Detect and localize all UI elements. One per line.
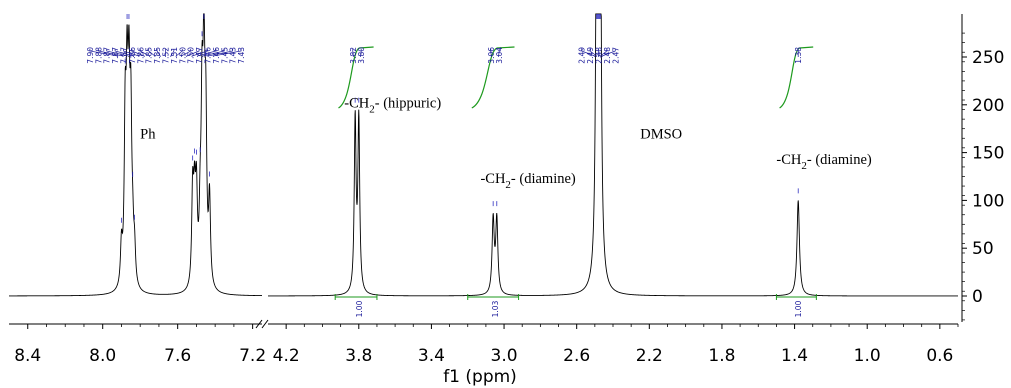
spectrum-trace-segment-2 (268, 13, 958, 297)
peak-label-connector (498, 49, 500, 57)
x-tick-label: 1.0 (854, 346, 881, 366)
peak-annotation-4: DMSO (640, 126, 682, 142)
x-axis: 8.4 8.0 7.6 7.2 4.2 3.8 3.4 3.0 2.6 2.2 1.8 1.4 1.0 0… (9, 319, 959, 366)
peak-shift-label: 7.51 (170, 47, 179, 64)
peak-label-connector (170, 49, 175, 57)
peak-shift-label: 7.45 (220, 47, 229, 64)
x-tick-label: 8.4 (14, 346, 41, 366)
peak-label-connector (89, 49, 119, 57)
x-tick-label: 7.6 (164, 346, 191, 366)
spectrum-layer (9, 13, 958, 297)
peak-label-connector (106, 49, 129, 57)
peak-shift-label: 2.49 (586, 47, 595, 64)
integral-curve-1 (338, 46, 374, 109)
peak-label-connector (156, 49, 161, 57)
peak-shift-label: 7.43 (237, 47, 246, 64)
peak-label-connector (601, 49, 616, 57)
peak-shift-label: 2.48 (603, 47, 612, 64)
peak-label-connector (352, 49, 354, 57)
peak-shift-label: 7.87 (111, 47, 120, 64)
integral-value-1: 1.00 (355, 300, 364, 317)
x-axis-title: f1 (ppm) (443, 367, 517, 387)
y-tick-label: 50 (972, 239, 994, 259)
peak-label-connector (114, 49, 134, 57)
peak-shift-label: 3.80 (357, 47, 366, 64)
peak-shift-label: 1.38 (794, 47, 803, 64)
x-tick-label: 2.6 (563, 346, 590, 366)
peak-label-connector (139, 49, 150, 57)
x-tick-label: 1.8 (708, 346, 735, 366)
axis-break-mark (255, 319, 263, 329)
peak-label-connector (589, 49, 598, 57)
peak-label-connector (196, 49, 217, 57)
peak-shift-label: 7.86 (128, 47, 137, 64)
x-tick-label: 4.2 (273, 346, 300, 366)
integral-curve-2 (471, 46, 515, 109)
integral-layer: 1.00 1.03 1.00 (334, 46, 817, 317)
peak-shift-label: 7.90 (86, 47, 95, 64)
peak-shift-label: 7.86 (136, 47, 145, 64)
peak-shift-label: 7.52 (161, 47, 170, 64)
axis-break-mark (261, 319, 269, 329)
integral-curve-3 (779, 46, 814, 109)
annotation-layer: Ph -CH2- (hippuric) -CH2- (diamine) DMSO -CH… (140, 96, 872, 192)
peak-shift-label: 7.88 (94, 47, 103, 64)
peak-label-connector (181, 49, 192, 57)
x-tick-label: 3.8 (345, 346, 372, 366)
peak-label-connector (212, 49, 242, 57)
peak-annotation-5: -CH2- (diamine) (776, 152, 871, 172)
peak-label-connector (490, 49, 492, 57)
x-tick-label: 3.0 (491, 346, 518, 366)
integral-value-2: 1.03 (491, 300, 500, 317)
x-tick-label: 2.2 (636, 346, 663, 366)
peak-shift-label: 7.85 (153, 47, 162, 64)
peak-label-connector (360, 49, 362, 57)
peak-label-connector (202, 49, 225, 57)
peak-label-connector (97, 49, 124, 57)
y-tick-label: 0 (972, 287, 983, 307)
y-axis: 0 50 100 150 200 250 (961, 14, 1004, 322)
peak-annotation-2: -CH2- (hippuric) (344, 96, 441, 116)
y-tick-label: 250 (972, 48, 1004, 68)
peak-label-connector (175, 49, 183, 57)
peak-shift-label: 7.85 (145, 47, 154, 64)
peak-shift-label: 2.47 (611, 47, 620, 64)
spectrum-trace-segment-1 (9, 13, 263, 297)
peak-label-connector (191, 49, 208, 57)
y-tick-label: 100 (972, 191, 1004, 211)
peak-label-connector (131, 49, 145, 57)
x-tick-label: 0.6 (926, 346, 953, 366)
peak-shift-label: 2.49 (578, 47, 587, 64)
x-tick-label: 7.2 (239, 346, 266, 366)
peak-label-layer: 7.90 7.88 7.87 7.87 7.87 7.86 7.86 7.85 7.85 7.52… (86, 14, 803, 223)
y-tick-label: 150 (972, 144, 1004, 164)
peak-label-connector (186, 49, 200, 57)
integral-value-3: 1.00 (794, 300, 803, 317)
peak-shift-label: 7.43 (229, 47, 238, 64)
peak-shift-label: 2.48 (594, 47, 603, 64)
peak-shift-label: 7.46 (203, 47, 212, 64)
peak-shift-label: 7.87 (119, 47, 128, 64)
y-tick-label: 200 (972, 96, 1004, 116)
x-tick-label: 8.0 (89, 346, 116, 366)
peak-shift-label: 3.04 (495, 47, 504, 64)
peak-label-connector (599, 49, 608, 57)
x-tick-label: 1.4 (781, 346, 808, 366)
peak-annotation-1: Ph (140, 126, 156, 142)
peak-label-connector (581, 49, 596, 57)
peak-annotation-3: -CH2- (diamine) (480, 171, 575, 191)
peak-shift-label: 7.50 (187, 47, 196, 64)
peak-label-connector (207, 49, 234, 57)
peak-shift-label: 7.87 (103, 47, 112, 64)
peak-label-connector (148, 49, 156, 57)
x-tick-label: 3.4 (418, 346, 445, 366)
